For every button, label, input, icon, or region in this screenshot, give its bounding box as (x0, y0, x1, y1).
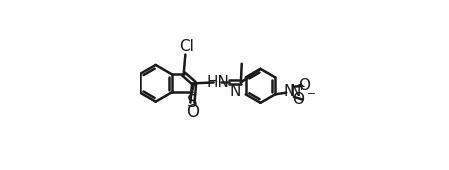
Text: Cl: Cl (179, 39, 194, 54)
Text: S: S (187, 93, 198, 111)
Text: O: O (298, 78, 310, 93)
Text: $\mathregular{N}^+$: $\mathregular{N}^+$ (283, 83, 306, 100)
Text: N: N (289, 84, 300, 99)
Text: $\mathregular{O}^-$: $\mathregular{O}^-$ (292, 91, 316, 107)
Text: HN: HN (206, 75, 229, 90)
Text: O: O (186, 103, 199, 121)
Text: N: N (229, 84, 241, 99)
